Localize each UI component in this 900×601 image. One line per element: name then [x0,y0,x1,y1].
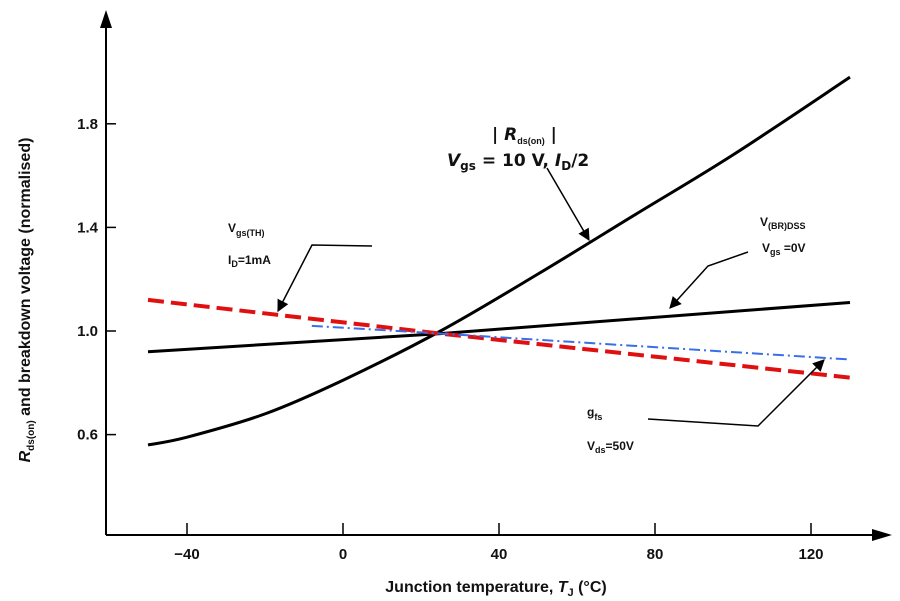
x-tick-label: −40 [174,546,199,563]
gfs-label-line2: Vds=50V [587,439,634,455]
series-lines [147,75,851,447]
series-gfs [311,324,851,361]
vbr-arrow [669,251,749,309]
y-tick-label: 1.0 [77,323,98,340]
vgsth-arrow [277,244,373,313]
series-vbr-dss [147,301,851,354]
annotation-arrows [277,167,825,427]
series-vgs-th [147,297,851,380]
vbr-label-line2: Vgs =0V [762,241,806,257]
x-tick-label: 120 [798,546,823,563]
x-tick-label: 40 [491,546,508,563]
x-tick-label: 80 [647,546,664,563]
vgsth-label-line2: ID=1mA [228,253,271,269]
y-tick-label: 1.8 [77,116,98,133]
rds-label-line2: Vgs = 10 V, ID/2 [447,151,589,173]
ticks: −40 0 40 80 120 0.6 1.0 1.4 1.8 [77,116,823,563]
y-tick-label: 1.4 [77,219,99,236]
gfs-label-line1: gfs [587,405,602,422]
y-tick-label: 0.6 [77,427,98,444]
x-axis-arrow-icon [872,529,892,541]
y-axis-arrow-icon [100,10,112,28]
y-axis-title: Rds(on) and breakdown voltage (normalise… [17,138,37,463]
x-tick-label: 0 [339,546,347,563]
axes [100,10,892,541]
x-axis-title: Junction temperature, TJ (°C) [385,579,606,599]
vgsth-label-line1: Vgs(TH) [228,221,265,238]
gfs-arrow [647,359,825,427]
vbr-label-line1: V(BR)DSS [760,215,806,231]
rds-arrow [546,167,590,242]
series-rds-on [147,75,851,447]
rds-label-line1: | Rds(on) | [492,125,557,146]
